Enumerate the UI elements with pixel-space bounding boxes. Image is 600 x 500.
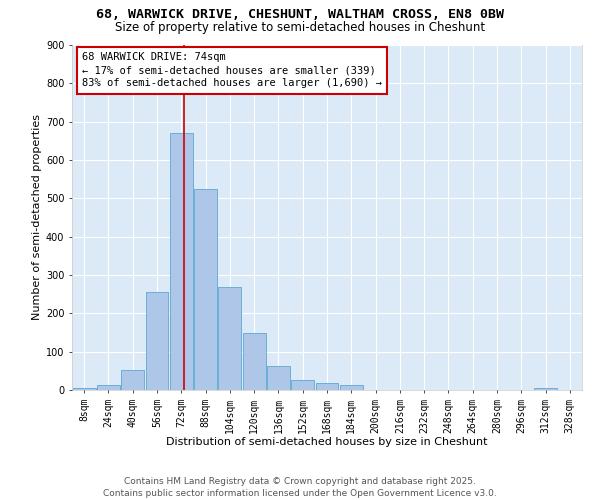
- Text: Size of property relative to semi-detached houses in Cheshunt: Size of property relative to semi-detach…: [115, 22, 485, 35]
- Y-axis label: Number of semi-detached properties: Number of semi-detached properties: [32, 114, 41, 320]
- Bar: [194, 188, 217, 390]
- Text: 68 WARWICK DRIVE: 74sqm
← 17% of semi-detached houses are smaller (339)
83% of s: 68 WARWICK DRIVE: 74sqm ← 17% of semi-de…: [82, 52, 382, 88]
- Bar: [146, 292, 169, 390]
- Bar: [534, 388, 557, 390]
- Text: 68, WARWICK DRIVE, CHESHUNT, WALTHAM CROSS, EN8 0BW: 68, WARWICK DRIVE, CHESHUNT, WALTHAM CRO…: [96, 8, 504, 20]
- Bar: [316, 383, 338, 390]
- Text: Contains HM Land Registry data © Crown copyright and database right 2025.
Contai: Contains HM Land Registry data © Crown c…: [103, 476, 497, 498]
- Bar: [121, 370, 144, 390]
- Bar: [340, 386, 362, 390]
- Bar: [243, 334, 266, 390]
- Bar: [267, 366, 290, 390]
- Bar: [73, 388, 95, 390]
- Bar: [170, 133, 193, 390]
- Bar: [292, 380, 314, 390]
- X-axis label: Distribution of semi-detached houses by size in Cheshunt: Distribution of semi-detached houses by …: [166, 437, 488, 447]
- Bar: [218, 286, 241, 390]
- Bar: [97, 386, 120, 390]
